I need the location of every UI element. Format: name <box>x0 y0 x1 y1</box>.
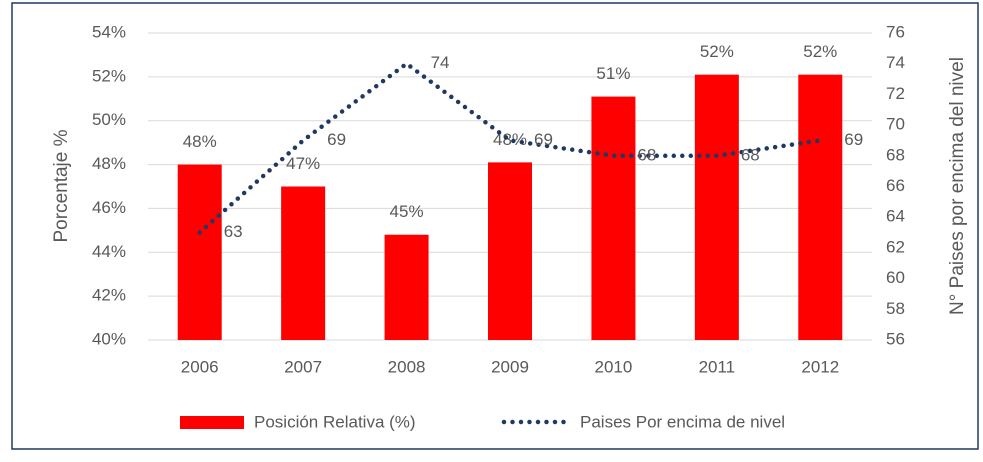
y-tick-label: 46% <box>92 198 126 217</box>
y2-tick-label: 68 <box>886 145 905 164</box>
x-tick-label: 2011 <box>699 357 736 376</box>
line-value-label: 68 <box>637 145 656 164</box>
x-tick-label: 2009 <box>491 357 529 376</box>
bar-value-label: 45% <box>390 202 424 221</box>
y2-tick-label: 62 <box>886 237 905 256</box>
bar-value-label: 47% <box>286 154 320 173</box>
x-tick-label: 2012 <box>801 357 839 376</box>
y-tick-label: 44% <box>92 242 126 261</box>
bar <box>488 162 532 340</box>
y-tick-label: 52% <box>92 66 126 85</box>
bar-value-label: 52% <box>700 42 734 61</box>
line-series <box>197 60 823 235</box>
y2-tick-label: 70 <box>886 115 905 134</box>
line-value-label: 68 <box>741 145 760 164</box>
bar <box>177 164 222 340</box>
y2-tick-label: 66 <box>886 176 905 195</box>
x-tick-label: 2010 <box>595 357 633 376</box>
bar-value-label: 52% <box>803 42 837 61</box>
legend-label: Posición Relativa (%) <box>254 412 416 431</box>
y-tick-label: 40% <box>92 329 126 348</box>
y-tick-label: 54% <box>92 22 126 41</box>
x-tick-label: 2006 <box>181 357 219 376</box>
chart-frame <box>11 2 979 450</box>
y2-tick-label: 72 <box>886 84 905 103</box>
y2-tick-label: 74 <box>886 53 905 72</box>
legend-swatch <box>180 416 244 429</box>
bar <box>694 74 739 341</box>
line-value-label: 69 <box>844 130 863 149</box>
y-axis-label: Porcentaje % <box>51 129 72 242</box>
line-value-label: 74 <box>431 53 450 72</box>
y2-tick-label: 56 <box>886 329 905 348</box>
y-tick-label: 42% <box>92 286 126 305</box>
x-tick-label: 2008 <box>388 357 426 376</box>
bar-value-label: 48% <box>183 132 217 151</box>
y2-tick-label: 64 <box>886 207 905 226</box>
y-tick-label: 48% <box>92 154 126 173</box>
y2-tick-label: 58 <box>886 299 905 318</box>
line-value-label: 69 <box>327 130 346 149</box>
bar-value-label: 51% <box>596 64 630 83</box>
y2-tick-label: 60 <box>886 268 905 287</box>
legend-label: Paises Por encima de nivel <box>580 412 785 431</box>
bar <box>591 96 636 340</box>
bar <box>384 234 429 340</box>
bar <box>798 74 843 341</box>
x-tick-label: 2007 <box>284 357 322 376</box>
line-value-label: 69 <box>534 130 553 149</box>
y2-axis-label: N° Paises por encima del nivel <box>947 57 968 315</box>
y-tick-label: 50% <box>92 110 126 129</box>
bar-value-label: 48% <box>493 130 527 149</box>
y2-tick-label: 76 <box>886 22 905 41</box>
line-value-label: 63 <box>224 222 243 241</box>
bar <box>281 186 326 340</box>
